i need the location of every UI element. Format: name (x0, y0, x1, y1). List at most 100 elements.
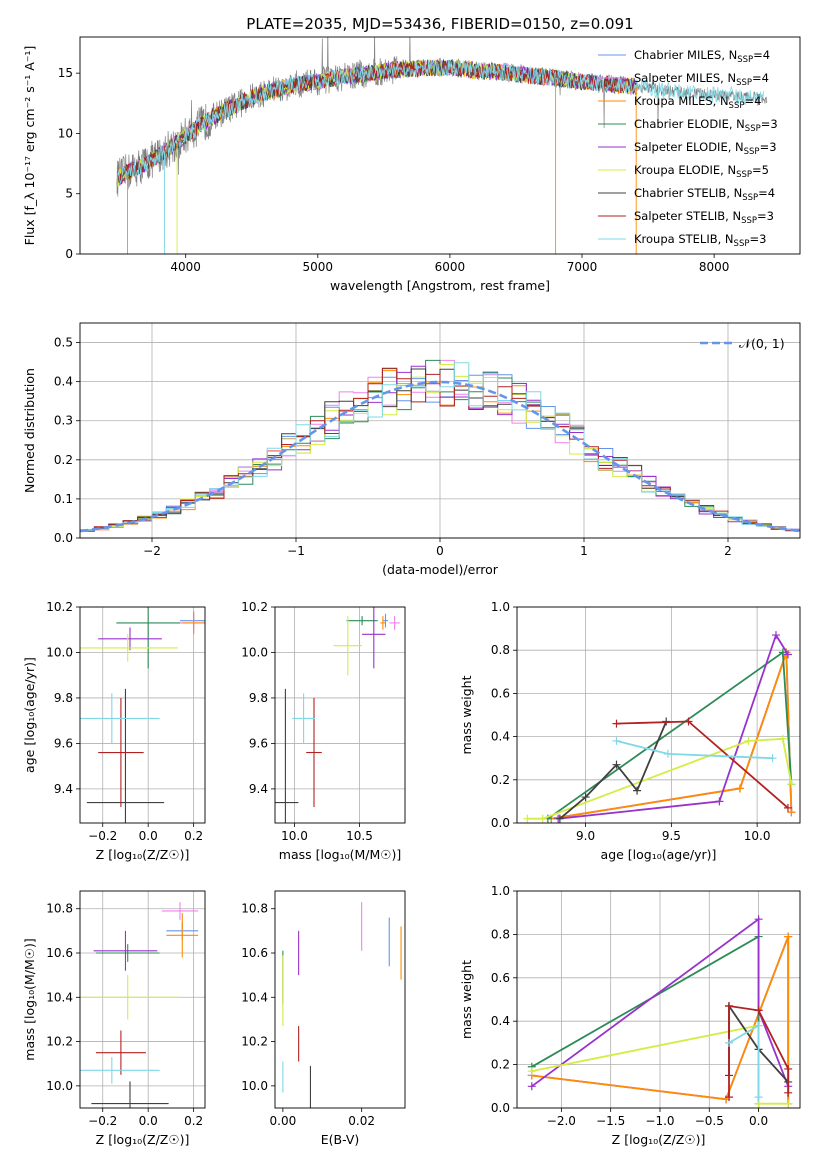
weight-marker (754, 915, 763, 924)
x-tick-label: 0.2 (184, 1114, 203, 1128)
y-tick-label: 5 (65, 187, 73, 201)
y-tick-label: 10.2 (241, 1035, 268, 1049)
legend-label: Salpeter MILES, NSSP=4 (634, 71, 769, 88)
x-tick-label: −1.0 (645, 1114, 674, 1128)
weight-marker (725, 1038, 734, 1047)
y-tick-label: 10.8 (241, 902, 268, 916)
weight-marker (778, 648, 787, 657)
legend-label: Chabrier ELODIE, NSSP=3 (634, 117, 778, 134)
axes-frame (79, 890, 206, 1109)
figure-title: PLATE=2035, MJD=53436, FIBERID=0150, z=0… (246, 15, 633, 33)
y-tick-label: 0.4 (491, 1014, 510, 1028)
x-tick-label: 0.0 (749, 1114, 768, 1128)
y-tick-label: 9.6 (249, 736, 268, 750)
weight-marker (744, 736, 753, 745)
y-axis-label: age [log₁₀(age/yr)] (22, 657, 37, 773)
y-tick-label: 15 (58, 66, 73, 80)
x-tick-label: 0.0 (139, 829, 158, 843)
weight-marker (771, 631, 780, 640)
legend-label: Salpeter ELODIE, NSSP=3 (634, 140, 777, 157)
weight-series-line (728, 1023, 760, 1098)
weight-marker (555, 814, 564, 823)
spectrum-legend: Chabrier MILES, NSSP=4 Salpeter MILES, NS… (598, 48, 778, 249)
x-tick-label: 10.5 (346, 829, 373, 843)
y-tick-label: 0.0 (491, 816, 510, 830)
axes-frame (274, 890, 406, 1109)
y-tick-label: 10.4 (241, 990, 268, 1004)
weight-marker (735, 784, 744, 793)
x-tick-label: −0.2 (88, 829, 117, 843)
legend-label: Chabrier STELIB, NSSP=4 (634, 186, 775, 203)
weight-marker (725, 1093, 734, 1102)
y-tick-label: 10.2 (46, 1035, 73, 1049)
spectrum-lines (116, 37, 768, 254)
x-axis-label: age [log₁₀(age/yr)] (601, 847, 717, 862)
x-tick-label: 10.0 (281, 829, 308, 843)
weight-marker (778, 734, 787, 743)
weight-series-line (547, 650, 793, 820)
model-spectrum-line (116, 59, 765, 187)
y-tick-label: 1.0 (491, 600, 510, 614)
weight-marker (612, 719, 621, 728)
y-tick-label: 10.2 (241, 600, 268, 614)
weight-marker (754, 1021, 763, 1030)
errorbars (80, 902, 199, 1108)
age-vs-Z-panel: −0.2 0.0 0.2 9.4 9.6 9.8 10.0 10.2 Z [log₁₀(Z/Z☉… (22, 600, 206, 862)
errorbars (275, 607, 400, 823)
x-tick-label: 10.0 (744, 829, 771, 843)
x-tick-label: 2 (724, 544, 732, 558)
y-tick-label: 10.8 (46, 902, 73, 916)
x-axis-label: Z [log₁₀(Z/Z☉)] (96, 1132, 190, 1147)
weight-marker (715, 797, 724, 806)
x-axis-label: Z [log₁₀(Z/Z☉)] (612, 1132, 706, 1147)
y-tick-label: 9.8 (249, 691, 268, 705)
x-tick-label: 9.0 (576, 829, 595, 843)
y-tick-label: 9.6 (54, 736, 73, 750)
y-tick-label: 10.6 (241, 946, 268, 960)
y-axis-label: mass [log₁₀(M/M☉)] (22, 938, 37, 1060)
y-tick-label: 9.4 (54, 782, 73, 796)
x-axis-label: mass [log₁₀(M/M☉)] (279, 847, 401, 862)
weight-marker (663, 749, 672, 758)
errorbars (282, 902, 402, 1108)
weight-marker (725, 1002, 734, 1011)
x-axis-label: wavelength [Angstrom, rest frame] (330, 278, 550, 293)
mass-vs-ebv-panel: 0.00 0.02 10.0 10.2 10.4 10.6 10.8 E(B-V) (241, 890, 406, 1147)
x-tick-label: 7000 (567, 260, 598, 274)
weight-marker (527, 1067, 536, 1076)
weight-marker (612, 736, 621, 745)
axes-frame (516, 606, 801, 824)
legend-label: Chabrier MILES, NSSP=4 (634, 48, 770, 65)
x-tick-label: 8000 (699, 260, 730, 274)
legend-label: Kroupa MILES, NSSP=4 (634, 94, 761, 111)
y-axis-label: mass weight (459, 960, 474, 1039)
x-tick-label: −1 (287, 544, 305, 558)
weight-vs-Z-panel: −2.0 −1.5 −1.0 −0.5 0.0 0.0 0.2 0.4 0.6 0.8 1.0 Z [… (459, 884, 801, 1147)
legend-label: 𝒩(0, 1) (739, 336, 785, 351)
histograms (80, 359, 800, 533)
y-tick-label: 0.1 (54, 492, 73, 506)
x-tick-label: 5000 (303, 260, 334, 274)
y-tick-label: 10.4 (46, 990, 73, 1004)
y-tick-label: 10.0 (46, 645, 73, 659)
weight-series-line (616, 740, 773, 760)
weight-marker (783, 650, 792, 659)
axes-frame (79, 322, 801, 539)
x-tick-label: −1.5 (596, 1114, 625, 1128)
mass-vs-Z-panel: −0.2 0.0 0.2 10.0 10.2 10.4 10.6 10.8 Z [log₁₀(Z… (22, 890, 206, 1147)
weight-lines (527, 915, 793, 1108)
errorbars (80, 607, 205, 823)
weight-marker (612, 760, 621, 769)
weight-series-line (527, 737, 793, 820)
legend-label: Salpeter STELIB, NSSP=3 (634, 209, 774, 226)
x-tick-label: −2 (143, 544, 161, 558)
weight-marker (633, 786, 642, 795)
weight-marker (538, 814, 547, 823)
y-tick-label: 0.2 (491, 773, 510, 787)
y-tick-label: 0.0 (54, 531, 73, 545)
weight-series-line (531, 936, 790, 1104)
y-axis-label: Flux [f_λ 10⁻¹⁷ erg cm⁻² s⁻¹ A⁻¹] (22, 46, 37, 246)
weight-marker (783, 803, 792, 812)
x-tick-label: −0.5 (695, 1114, 724, 1128)
